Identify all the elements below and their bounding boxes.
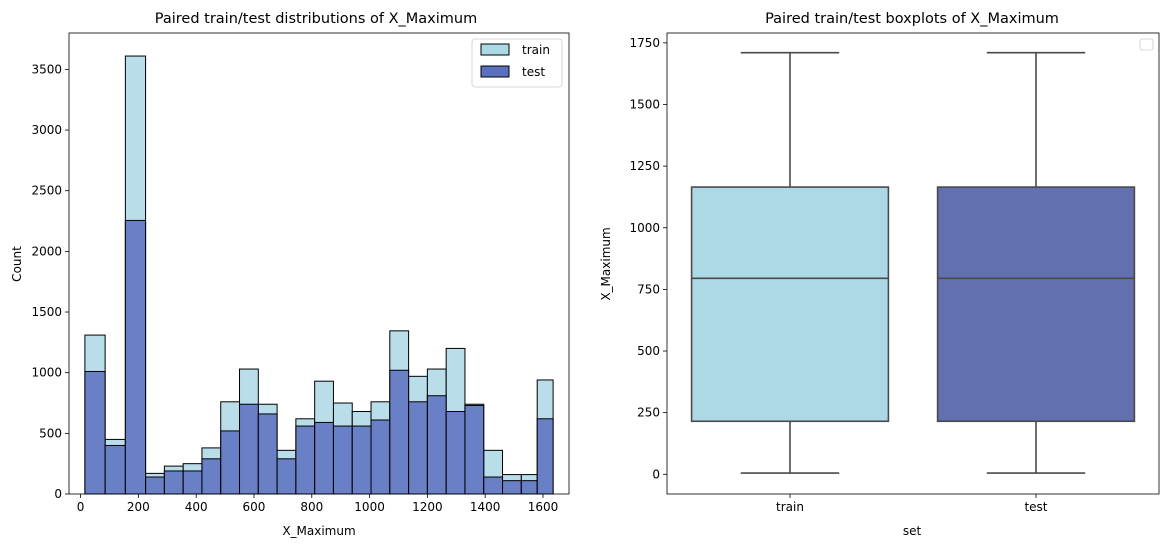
y-tick-label: 3000 bbox=[31, 123, 62, 137]
boxplot-boxes bbox=[690, 51, 1136, 474]
histogram-bar-test-4 bbox=[163, 470, 184, 495]
histogram-bar-test-7 bbox=[220, 430, 241, 495]
y-tick-label: 2500 bbox=[31, 184, 62, 198]
histogram-bar-test-17 bbox=[408, 401, 428, 495]
x-tick-label: test bbox=[1024, 500, 1047, 514]
histogram-y-axis-label: Count bbox=[10, 246, 24, 282]
y-tick-label: 500 bbox=[39, 426, 62, 440]
y-tick-label: 0 bbox=[652, 467, 660, 481]
boxplot-x-axis-label: set bbox=[903, 524, 922, 538]
x-tick-label: 200 bbox=[127, 500, 150, 514]
x-tick-label: 400 bbox=[185, 500, 208, 514]
histogram-bar-test-24 bbox=[536, 418, 554, 495]
histogram-x-ticks: 0 200 400 600 800 1000 1200 1400 1600 bbox=[77, 494, 559, 514]
y-tick-label: 1500 bbox=[629, 97, 660, 111]
x-tick-label: 1600 bbox=[528, 500, 559, 514]
histogram-bar-test-16 bbox=[389, 369, 410, 495]
histogram-bar-test-10 bbox=[276, 458, 297, 495]
histogram-bars bbox=[84, 55, 554, 495]
x-tick-label: 1400 bbox=[470, 500, 501, 514]
histogram-title: Paired train/test distributions of X_Max… bbox=[155, 11, 477, 27]
histogram-bar-test-8 bbox=[239, 403, 259, 495]
histogram-plot-frame bbox=[68, 32, 570, 495]
boxplot-y-axis-label: X_Maximum bbox=[599, 227, 613, 300]
box-train bbox=[690, 186, 890, 423]
histogram-bar-test-9 bbox=[257, 413, 278, 495]
y-tick-label: 1000 bbox=[629, 221, 660, 235]
y-tick-label: 0 bbox=[54, 487, 62, 501]
y-tick-label: 500 bbox=[637, 344, 660, 358]
histogram-legend: train test bbox=[471, 38, 563, 88]
y-tick-label: 1250 bbox=[629, 159, 660, 173]
x-tick-label: 1000 bbox=[354, 500, 385, 514]
y-tick-label: 1000 bbox=[31, 366, 62, 380]
legend-label-train: train bbox=[522, 43, 550, 57]
histogram-y-ticks: 0 500 1000 1500 2000 2500 3000 3500 bbox=[31, 62, 69, 501]
x-tick-label: 600 bbox=[243, 500, 266, 514]
histogram-bar-test-11 bbox=[295, 425, 316, 495]
histogram-bar-test-18 bbox=[426, 395, 447, 495]
x-tick-label: 1200 bbox=[412, 500, 443, 514]
y-tick-label: 3500 bbox=[31, 62, 62, 76]
histogram-bar-test-3 bbox=[145, 476, 165, 495]
histogram-bar-test-2 bbox=[124, 219, 147, 495]
legend-label-test: test bbox=[522, 65, 545, 79]
histogram-bar-test-22 bbox=[502, 480, 522, 495]
histogram-bar-test-13 bbox=[332, 425, 353, 495]
boxplot-y-ticks: 0 250 500 750 1000 1250 1500 1750 bbox=[629, 36, 667, 481]
y-tick-label: 250 bbox=[637, 406, 660, 420]
legend-swatch-test bbox=[480, 65, 510, 78]
histogram-bar-test-20 bbox=[464, 404, 485, 495]
histogram-bar-test-5 bbox=[182, 470, 203, 495]
histogram-chart: Paired train/test distributions of X_Max… bbox=[10, 11, 570, 538]
histogram-bar-test-12 bbox=[314, 421, 334, 495]
boxplot-title: Paired train/test boxplots of X_Maximum bbox=[765, 11, 1059, 27]
histogram-bar-test-14 bbox=[351, 425, 372, 495]
x-tick-label: 800 bbox=[300, 500, 323, 514]
y-tick-label: 2000 bbox=[31, 244, 62, 258]
y-tick-label: 1500 bbox=[31, 305, 62, 319]
box-test bbox=[936, 186, 1136, 423]
histogram-bar-test-1 bbox=[104, 444, 126, 495]
x-tick-label: train bbox=[776, 500, 804, 514]
histogram-bar-test-6 bbox=[201, 458, 222, 495]
x-tick-label: 0 bbox=[77, 500, 85, 514]
legend-swatch-train bbox=[480, 43, 510, 56]
y-tick-label: 750 bbox=[637, 282, 660, 296]
histogram-bar-test-0 bbox=[84, 370, 106, 495]
histogram-bar-test-23 bbox=[520, 480, 538, 495]
histogram-x-axis-label: X_Maximum bbox=[282, 524, 355, 538]
boxplot-chart: Paired train/test boxplots of X_Maximum … bbox=[599, 11, 1160, 538]
histogram-bar-test-21 bbox=[483, 476, 504, 495]
boxplot-empty-legend bbox=[1139, 38, 1154, 51]
boxplot-plot-frame bbox=[666, 32, 1160, 495]
histogram-bar-test-15 bbox=[370, 419, 391, 495]
y-tick-label: 1750 bbox=[629, 36, 660, 50]
histogram-bar-test-19 bbox=[445, 411, 466, 495]
boxplot-x-ticks: train test bbox=[776, 494, 1048, 514]
